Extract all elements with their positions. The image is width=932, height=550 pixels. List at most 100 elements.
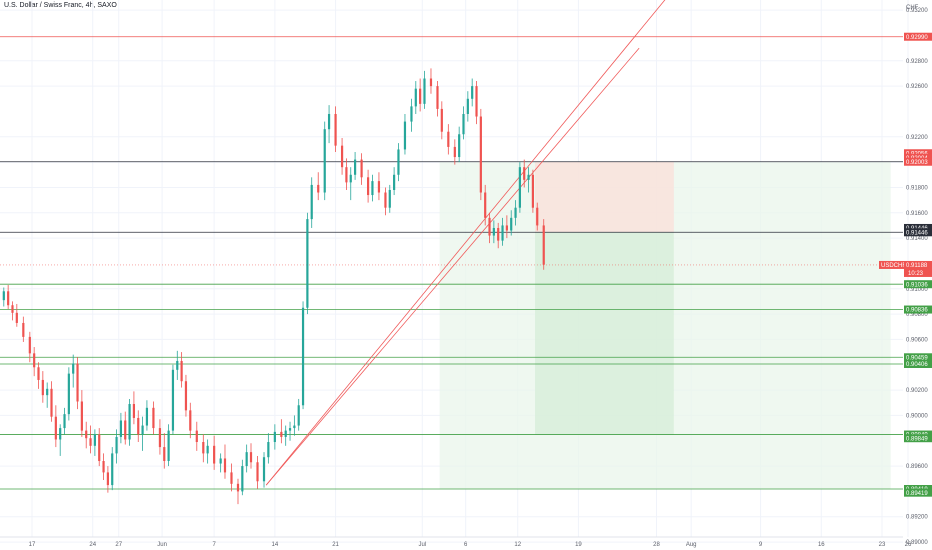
candle-body <box>360 159 363 178</box>
candle-body <box>22 322 25 337</box>
trendlines <box>265 0 666 486</box>
price-tick-label: 0.93200 <box>906 8 928 14</box>
level-badge-red <box>904 32 932 41</box>
level-badge-green-text: 0.90459 <box>906 355 928 361</box>
candle-body <box>453 146 456 158</box>
price-tick-label: 0.89600 <box>906 464 928 470</box>
candle-body <box>46 388 49 396</box>
price-tick-label: 0.92600 <box>906 84 928 90</box>
candle-body <box>15 312 18 323</box>
current-price-countdown: 10:23 <box>908 271 924 277</box>
price-tick-label: 0.92200 <box>906 135 928 141</box>
candle-body <box>98 434 101 462</box>
target-badge-text: 0.89849 <box>906 436 928 442</box>
price-axis[interactable]: CHF0.932000.928000.926000.922000.920000.… <box>879 5 932 546</box>
candle-body <box>256 462 259 482</box>
time-tick-label: 19 <box>575 542 582 548</box>
candle-body <box>223 458 227 473</box>
candle-body <box>288 428 292 431</box>
candle-body <box>475 86 478 117</box>
candle-body <box>297 405 300 426</box>
time-tick-label: 9 <box>759 542 763 548</box>
candle-body <box>245 452 248 467</box>
price-tick-label: 0.90800 <box>906 312 928 318</box>
time-tick-label: 27 <box>115 542 122 548</box>
time-tick-label: 28 <box>653 542 660 548</box>
candle-body <box>230 472 233 484</box>
candles <box>2 68 545 505</box>
candle-body <box>158 428 162 448</box>
candle-body <box>510 217 513 231</box>
candle-body <box>41 379 44 396</box>
candle-body <box>93 434 96 446</box>
time-axis[interactable]: 17 24 27 Jun 7 14 21 28 Jul 6 12 19 26 Aug 9 16 23 <box>0 536 912 548</box>
candle-body <box>397 149 400 175</box>
price-tick-label: 0.91000 <box>906 287 928 293</box>
candle-body <box>167 430 170 462</box>
target-badge-text: 0.89419 <box>906 491 928 497</box>
candle-body <box>301 307 305 406</box>
candle-body <box>184 381 188 411</box>
candle-body <box>542 225 545 265</box>
target-badge <box>904 434 932 443</box>
candle-body <box>28 336 31 354</box>
candle-body <box>124 420 127 440</box>
time-tick-label: 23 <box>879 542 886 548</box>
candle-body <box>505 225 508 231</box>
time-tick-label: 26 <box>905 542 912 548</box>
candle-body <box>353 159 357 175</box>
symbol-badge <box>879 260 904 269</box>
target-badge <box>904 488 932 497</box>
candle-body <box>262 457 266 482</box>
candle-body <box>119 420 123 437</box>
candle-body <box>393 174 396 190</box>
candle-body <box>327 113 331 130</box>
candle-body <box>280 431 283 437</box>
candle-body <box>306 219 309 308</box>
candle-body <box>132 404 136 418</box>
candle-body <box>137 417 140 435</box>
candle-body <box>403 121 407 150</box>
entry-badge <box>904 228 932 237</box>
position-zones <box>439 161 891 489</box>
candle-body <box>410 106 413 122</box>
candle-body <box>419 88 422 104</box>
candle-body <box>106 472 109 486</box>
candle-body <box>366 177 370 196</box>
time-tick-label: 16 <box>818 542 825 548</box>
candle-body <box>349 174 352 183</box>
candle-body <box>429 78 433 87</box>
price-tick-label: 0.90000 <box>906 413 928 419</box>
candle-body <box>488 217 491 236</box>
candle-body <box>466 98 469 114</box>
candle-body <box>458 134 461 158</box>
candle-body <box>414 88 417 107</box>
candle-body <box>501 225 504 241</box>
candle-body <box>176 360 179 370</box>
candle-body <box>293 425 296 429</box>
candle-body <box>310 184 313 220</box>
candle-body <box>72 363 75 374</box>
current-price-badge <box>904 260 932 277</box>
candle-body <box>145 407 149 426</box>
price-tick-label: 0.92800 <box>906 59 928 65</box>
candle-body <box>33 353 36 368</box>
level-badge-green <box>904 353 932 362</box>
candle-body <box>67 373 70 415</box>
candle-body <box>213 445 216 464</box>
candle-body <box>527 174 530 180</box>
level-badge-green <box>904 359 932 368</box>
entry-badge <box>904 223 932 232</box>
candle-body <box>531 174 534 208</box>
candle-body <box>80 401 83 431</box>
candle-body <box>345 167 348 183</box>
candle-body <box>384 192 387 208</box>
chart-title: U.S. Dollar / Swiss Franc, 4h, SAXO <box>4 2 117 9</box>
current-price-value: 0.91188 <box>906 263 928 269</box>
time-tick-label: 7 <box>212 542 216 548</box>
candle-body <box>518 167 521 208</box>
candle-body <box>189 410 192 431</box>
trendline <box>265 0 666 486</box>
price-axis-currency: CHF <box>906 5 919 11</box>
